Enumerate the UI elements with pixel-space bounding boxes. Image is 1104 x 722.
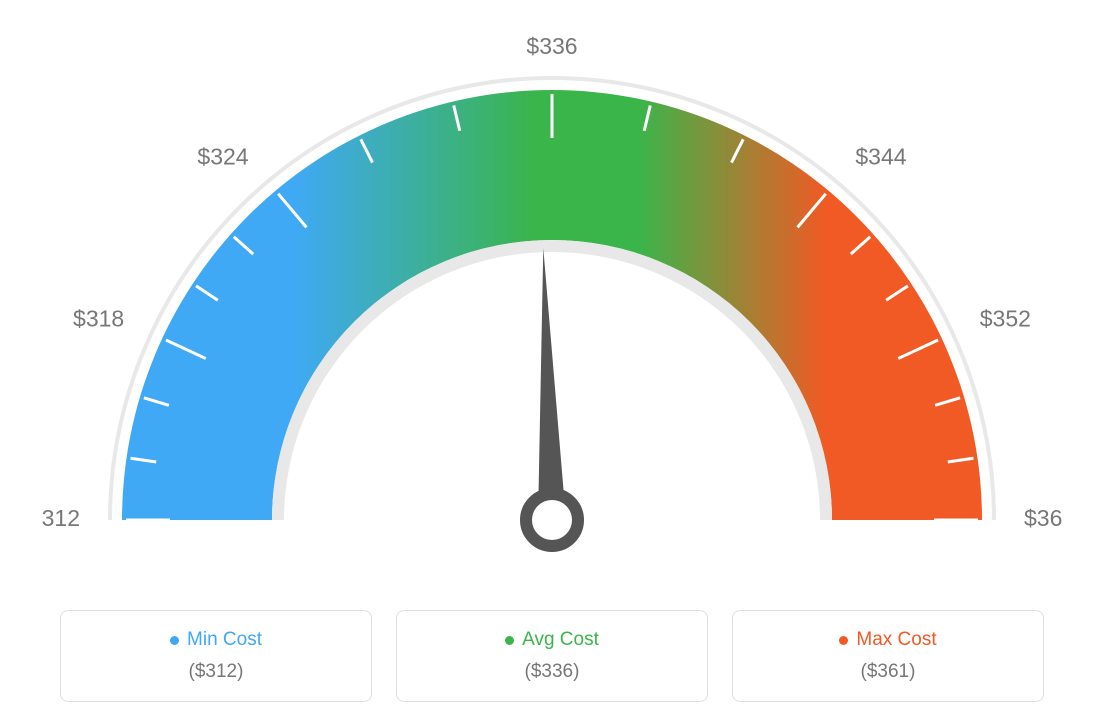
gauge-tick-label: $344 xyxy=(855,144,906,170)
gauge-tick-label: $318 xyxy=(73,306,124,332)
legend-card-avg: Avg Cost ($336) xyxy=(396,610,708,702)
legend-label-avg: Avg Cost xyxy=(522,629,599,651)
legend-value-min: ($312) xyxy=(81,661,351,683)
gauge-tick-label: $312 xyxy=(42,505,80,531)
gauge-tick-label: $324 xyxy=(197,144,248,170)
gauge-needle-hub xyxy=(526,494,578,546)
legend-dot-avg xyxy=(505,636,514,645)
legend-label-max: Max Cost xyxy=(856,629,936,651)
legend-title-min: Min Cost xyxy=(81,629,351,651)
legend-dot-min xyxy=(170,636,179,645)
gauge-tick-label: $336 xyxy=(526,33,577,59)
gauge-svg: $312 $318 $324 $336 $344 $352 $361 xyxy=(42,20,1062,580)
gauge-tick-label: $361 xyxy=(1024,505,1062,531)
legend-card-max: Max Cost ($361) xyxy=(732,610,1044,702)
gauge-chart: $312 $318 $324 $336 $344 $352 $361 xyxy=(20,20,1084,580)
legend-value-max: ($361) xyxy=(753,661,1023,683)
gauge-needle xyxy=(538,248,566,520)
legend-value-avg: ($336) xyxy=(417,661,687,683)
legend-label-min: Min Cost xyxy=(187,629,262,651)
gauge-tick-label: $352 xyxy=(980,306,1031,332)
legend-row: Min Cost ($312) Avg Cost ($336) Max Cost… xyxy=(20,610,1084,702)
legend-dot-max xyxy=(839,636,848,645)
legend-title-max: Max Cost xyxy=(753,629,1023,651)
legend-title-avg: Avg Cost xyxy=(417,629,687,651)
legend-card-min: Min Cost ($312) xyxy=(60,610,372,702)
